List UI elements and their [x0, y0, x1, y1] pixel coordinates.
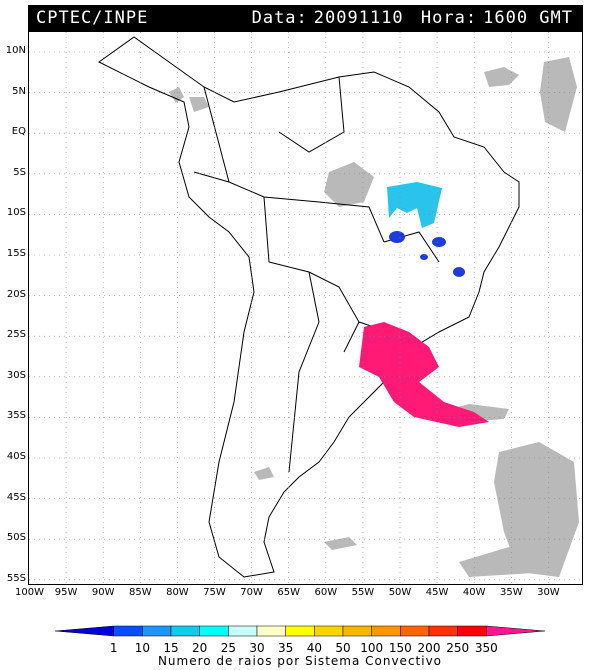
lat-label: 30S [6, 369, 26, 381]
legend-tick-label: 100 [360, 641, 384, 655]
lon-label: 65W [277, 587, 300, 598]
lightning-high [359, 322, 489, 427]
color-legend [55, 625, 545, 637]
lat-label: 20S [6, 288, 26, 300]
lat-label: 40S [6, 451, 26, 462]
lightning-low [389, 231, 465, 277]
legend-tick-label: 40 [306, 641, 322, 655]
date-value: 20091110 [313, 8, 404, 28]
lat-label: 5N [12, 85, 26, 97]
map-header: CPTEC/INPE Data: 20091110 Hora: 1600 GMT [28, 5, 583, 31]
legend-swatch [428, 625, 458, 637]
lat-label: 10S [6, 207, 26, 219]
legend-tick-label: 25 [220, 641, 236, 655]
legend-tick-label: 150 [388, 641, 412, 655]
lat-label: EQ [11, 126, 26, 138]
lightning-mid [387, 182, 442, 228]
lat-label: 50S [6, 532, 26, 544]
legend-swatch [170, 625, 200, 637]
lon-label: 35W [499, 587, 523, 598]
lat-label: 15S [6, 248, 26, 259]
lat-label: 45S [6, 491, 26, 503]
lon-label: 75W [203, 587, 226, 598]
lat-lon-grid [29, 32, 581, 583]
legend-swatch [400, 625, 430, 637]
legend-swatch [113, 625, 143, 637]
map-canvas [29, 32, 581, 583]
legend-swatch [256, 625, 286, 637]
lon-label: 40W [462, 587, 486, 598]
legend-swatch [228, 625, 258, 637]
coastlines [98, 36, 520, 578]
lon-label: 70W [240, 587, 263, 598]
lat-label: 35S [6, 410, 26, 422]
legend-tick-label: 350 [474, 641, 498, 655]
lon-label: 60W [314, 587, 338, 598]
source-label: CPTEC/INPE [36, 8, 149, 28]
map-frame [28, 31, 583, 585]
legend-swatch [371, 625, 401, 637]
lon-label: 30W [537, 587, 560, 598]
lon-label: 85W [128, 587, 152, 598]
legend-tick-label: 200 [417, 641, 441, 655]
lon-label: 90W [91, 587, 115, 598]
lat-label: 10N [5, 45, 26, 56]
lat-label: 25S [6, 329, 26, 341]
legend-swatch [457, 625, 487, 637]
lon-label: 100W [15, 587, 44, 598]
legend-swatch [199, 625, 229, 637]
hour-value: 1600 GMT [483, 8, 573, 28]
legend-swatch [285, 625, 315, 637]
legend-swatch [486, 625, 545, 637]
lat-label: 55S [6, 572, 26, 584]
legend-tick-label: 10 [134, 641, 150, 655]
legend-tick-label: 30 [249, 641, 265, 655]
lon-label: 95W [54, 587, 78, 598]
legend-tick-label: 1 [109, 641, 118, 655]
lon-label: 50W [388, 587, 412, 598]
legend-tick-label: 35 [278, 641, 294, 655]
lon-label: 45W [425, 587, 449, 598]
datetime-label: Data: 20091110 Hora: 1600 GMT [251, 8, 573, 28]
lon-label: 55W [351, 587, 375, 598]
cloud-cover [169, 57, 579, 577]
legend-swatch [314, 625, 344, 637]
legend-tick-label: 50 [335, 641, 351, 655]
legend-tick-label: 20 [192, 641, 208, 655]
legend-swatch [55, 625, 114, 637]
legend-swatch [142, 625, 172, 637]
lon-label: 80W [166, 587, 189, 598]
legend-caption: Numero de raios por Sistema Convectivo [157, 654, 443, 668]
legend-tick-label: 250 [446, 641, 470, 655]
lat-label: 5S [13, 166, 26, 178]
legend-swatch [342, 625, 372, 637]
legend-tick-label: 15 [163, 641, 179, 655]
